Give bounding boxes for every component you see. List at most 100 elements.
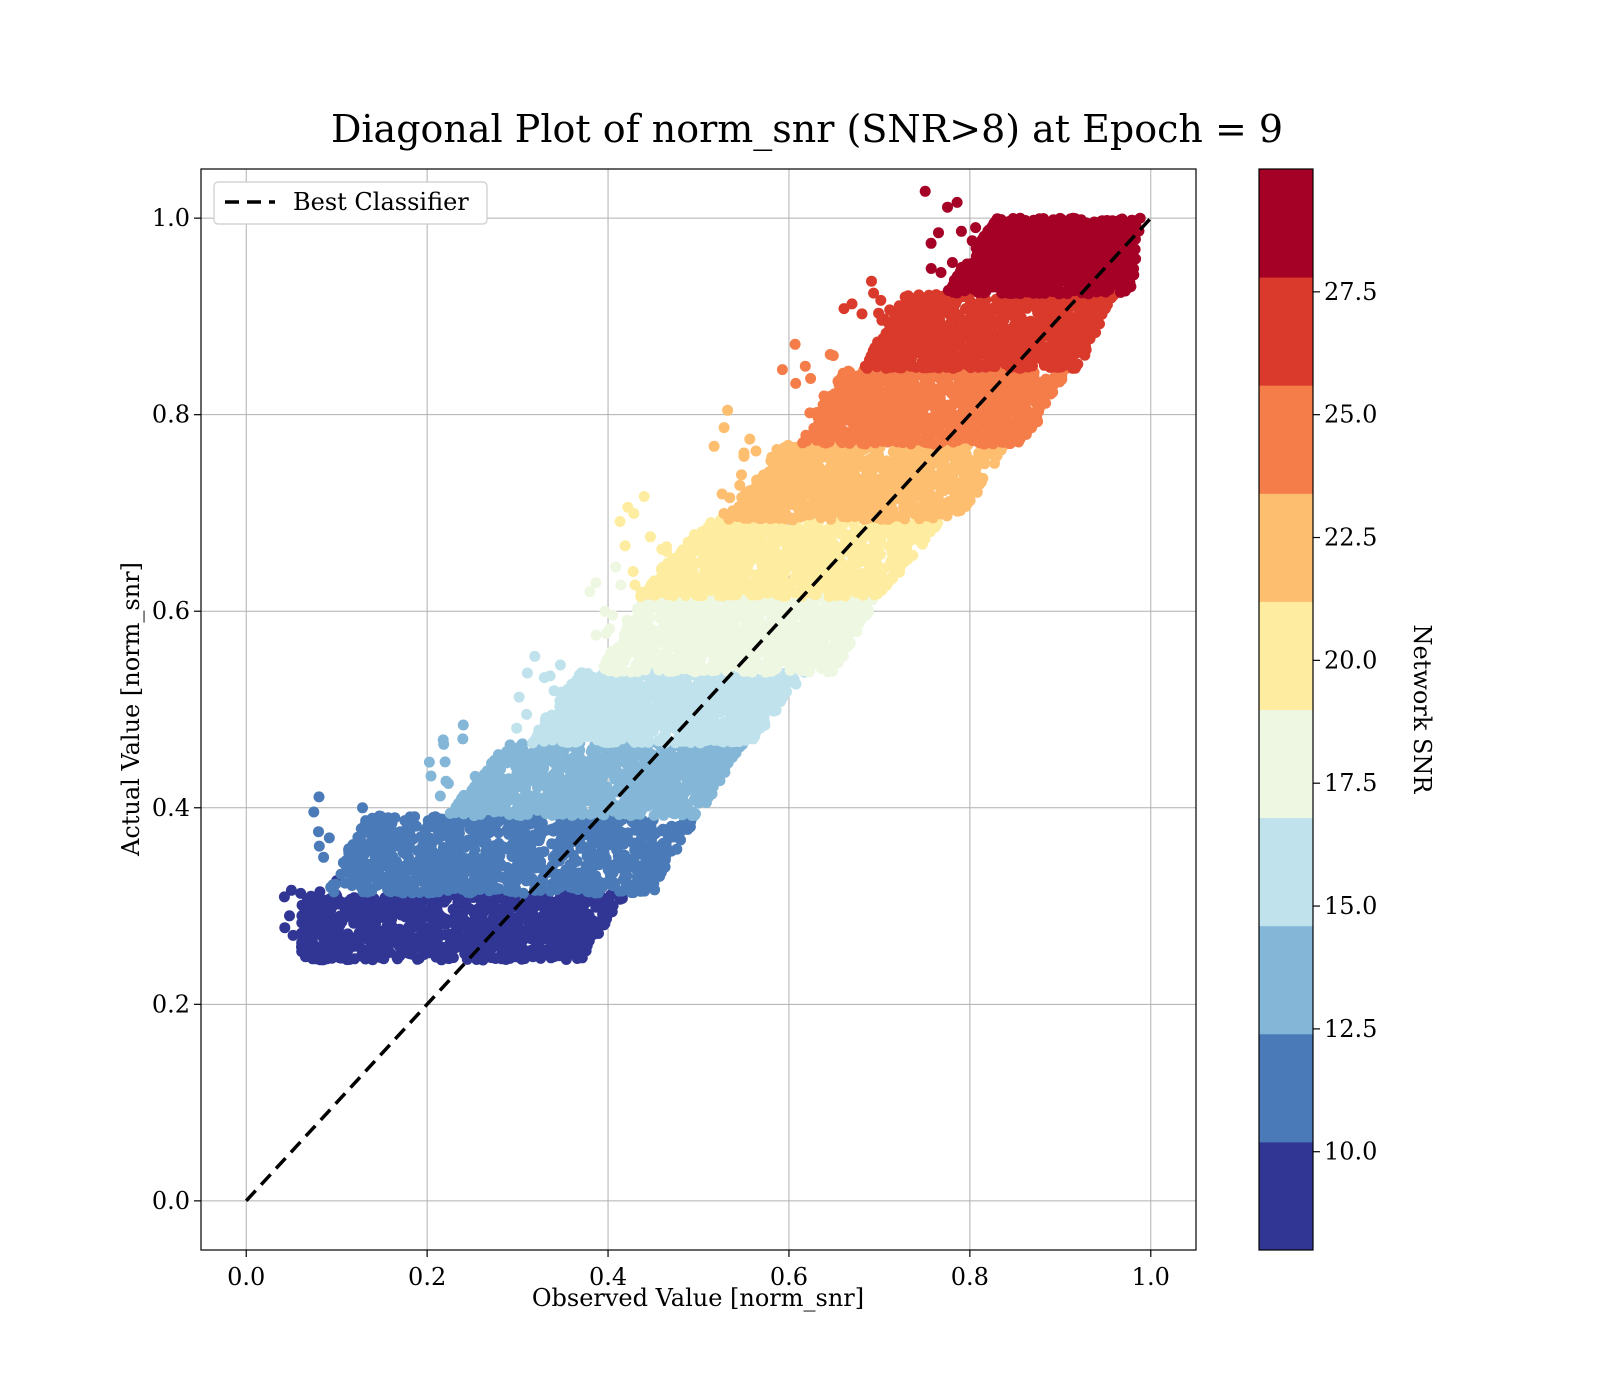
scatter-point: [729, 621, 741, 633]
scatter-point: [595, 897, 607, 909]
scatter-point: [434, 952, 446, 964]
scatter-point: [355, 902, 367, 914]
scatter-point: [529, 650, 541, 662]
scatter-point: [440, 821, 452, 833]
scatter-band: [423, 719, 748, 822]
scatter-point: [603, 676, 615, 688]
scatter-point: [546, 838, 558, 850]
scatter-point: [680, 685, 692, 697]
scatter-points: [278, 185, 1146, 966]
scatter-point: [442, 941, 454, 953]
scatter-point: [490, 869, 502, 881]
scatter-point: [615, 684, 627, 696]
scatter-point: [636, 736, 648, 748]
scatter-point: [600, 628, 612, 639]
scatter-point: [357, 802, 368, 814]
scatter-point: [468, 824, 480, 836]
scatter-point: [605, 889, 616, 901]
scatter-point: [415, 831, 427, 843]
scatter-point: [395, 928, 407, 940]
scatter-point: [664, 700, 676, 711]
scatter-point: [579, 817, 591, 829]
scatter-point: [791, 647, 803, 659]
scatter-point: [693, 790, 705, 802]
scatter-point: [552, 845, 564, 857]
scatter-point: [482, 782, 494, 794]
scatter-point: [818, 619, 830, 630]
scatter-point: [482, 768, 494, 780]
scatter-point: [542, 788, 554, 800]
scatter-point: [631, 635, 643, 647]
scatter-point: [606, 650, 618, 662]
scatter-point: [523, 921, 535, 933]
scatter-point: [640, 861, 652, 873]
scatter-point: [680, 614, 692, 626]
scatter-point: [815, 656, 827, 668]
scatter-point: [714, 775, 726, 787]
scatter-point: [721, 697, 733, 709]
scatter-point: [513, 691, 525, 703]
scatter-point: [567, 763, 579, 775]
scatter-point: [636, 881, 648, 893]
scatter-point: [539, 915, 551, 927]
scatter-point: [712, 760, 723, 772]
scatter-point: [754, 615, 766, 626]
scatter-point: [643, 765, 655, 777]
scatter-point: [488, 911, 499, 923]
scatter-point: [634, 660, 646, 672]
scatter-point: [583, 886, 595, 898]
scatter-point: [680, 799, 692, 811]
scatter-point: [367, 827, 379, 839]
scatter-point: [704, 615, 716, 627]
scatter-point: [556, 828, 568, 840]
scatter-point: [710, 676, 722, 687]
scatter-point: [497, 843, 509, 855]
scatter-point: [278, 891, 290, 903]
scatter-point: [602, 864, 614, 876]
scatter-point: [557, 932, 569, 944]
scatter-point: [313, 840, 325, 852]
scatter-point: [460, 817, 472, 828]
scatter-point: [745, 662, 757, 674]
scatter-point: [656, 649, 668, 661]
scatter-point: [371, 951, 383, 963]
scatter-point: [601, 821, 613, 833]
scatter-point: [369, 871, 381, 883]
scatter-point: [546, 898, 558, 910]
scatter-point: [455, 898, 467, 910]
scatter-point: [682, 823, 694, 835]
scatter-point: [421, 821, 433, 833]
scatter-point: [440, 775, 452, 787]
scatter-point: [464, 799, 476, 811]
scatter-point: [556, 779, 568, 791]
scatter-point: [566, 678, 578, 690]
scatter-point: [640, 627, 652, 639]
scatter-point: [683, 783, 695, 795]
scatter-point: [392, 953, 403, 965]
scatter-point: [610, 561, 622, 573]
scatter-point: [584, 783, 595, 795]
scatter-point: [595, 784, 607, 796]
scatter-point: [506, 902, 518, 914]
scatter-point: [572, 735, 584, 747]
scatter-point: [334, 952, 346, 964]
scatter-point: [853, 617, 865, 629]
scatter-point: [820, 600, 832, 612]
scatter-point: [384, 946, 396, 958]
scatter-point: [627, 777, 639, 789]
scatter-point: [729, 635, 741, 647]
scatter-point: [524, 847, 536, 859]
scatter-point: [508, 942, 520, 954]
scatter-point: [598, 751, 610, 763]
scatter-point: [618, 656, 630, 668]
scatter-point: [335, 868, 347, 880]
scatter-point: [506, 821, 518, 833]
scatter-point: [604, 874, 616, 886]
scatter-point: [665, 789, 677, 801]
scatter-point: [647, 794, 659, 806]
scatter-point: [456, 800, 468, 812]
scatter-point: [783, 675, 795, 687]
scatter-point: [550, 948, 562, 960]
scatter-point: [643, 774, 655, 786]
